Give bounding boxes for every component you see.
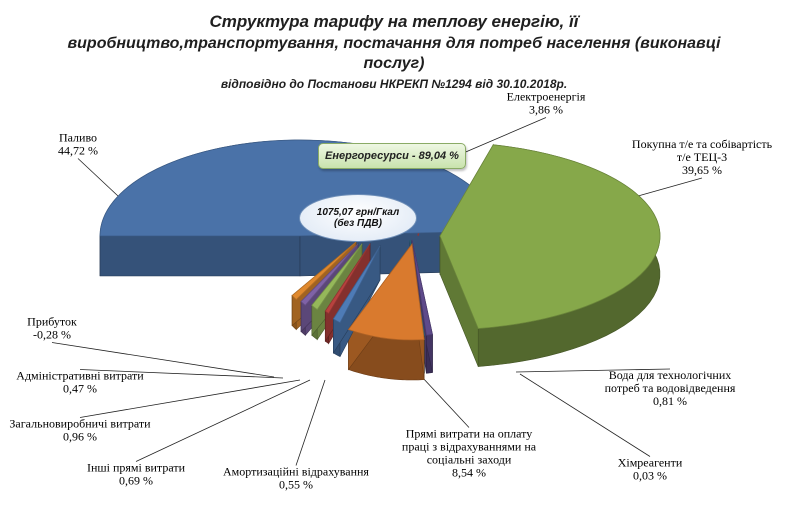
label-profit: Прибуток -0,28 %: [27, 315, 77, 342]
label-other_direct: Інші прямі витрати 0,69 %: [87, 461, 186, 488]
value-fuel: 44,72 %: [58, 144, 98, 158]
chart-subtitle: відповідно до Постанови НКРЕКП №1294 від…: [220, 77, 568, 91]
slice-labels: Електроенергія 3,86 % Покупна т/е та собів…: [9, 90, 772, 492]
label-water: Вода для технологічних потреб та водовідв…: [605, 368, 736, 408]
value-water: 0,81 %: [653, 394, 687, 408]
label-line-administrative: Адміністративні витрати: [16, 369, 144, 383]
label-general_production: Загальновиробничі витрати 0,96 %: [9, 417, 151, 444]
total-tariff-value: 1075,07 грн/Гкал: [316, 207, 400, 218]
value-profit: -0,28 %: [33, 328, 71, 342]
label-line-electricity: Електроенергія: [507, 90, 586, 104]
leader-depreciation: [295, 379, 326, 466]
label-electricity: Електроенергія 3,86 %: [507, 90, 586, 117]
label-line-profit: Прибуток: [27, 315, 77, 329]
slice-depreciation: [332, 245, 381, 324]
chart-title-line-2: виробництво,транспортування, постачання …: [67, 35, 721, 52]
chart-title-line-1: Структура тарифу на теплову енергію, її: [209, 12, 579, 31]
label-line-depreciation: Амортизаційні відрахування: [223, 465, 369, 479]
chart-title-line-3: послуг): [363, 55, 425, 72]
label-depreciation: Амортизаційні відрахування 0,55 %: [223, 465, 369, 492]
leader-other_direct: [135, 379, 311, 462]
value-administrative: 0,47 %: [63, 382, 97, 396]
label-purchased_heat: Покупна т/е та собівартість т/е ТЕЦ-3 39,6…: [632, 137, 773, 177]
label-line-labor: Прямі витрати на оплату: [406, 427, 533, 441]
leader-fuel: [77, 158, 119, 197]
label-line-water: потреб та водовідведення: [605, 381, 736, 395]
energy-resources-callout: Енергоресурси - 89,04 %: [318, 143, 466, 169]
leader-profit: [51, 342, 275, 378]
value-depreciation: 0,55 %: [279, 478, 313, 492]
slice-administrative: [300, 243, 359, 306]
leader-labor: [421, 376, 470, 428]
leader-water: [515, 368, 671, 373]
label-line-fuel: Паливо: [59, 131, 97, 145]
leader-general_production: [79, 379, 301, 418]
label-line-purchased_heat: т/е ТЕЦ-3: [677, 150, 727, 164]
value-other_direct: 0,69 %: [119, 474, 153, 488]
total-tariff-vat-note: (без ПДВ): [334, 218, 382, 229]
label-line-chemicals: Хімреагенти: [618, 456, 683, 470]
label-administrative: Адміністративні витрати 0,47 %: [16, 369, 144, 396]
label-line-purchased_heat: Покупна т/е та собівартість: [632, 137, 773, 151]
slice-profit: [291, 241, 357, 301]
label-line-labor: соціальні заходи: [427, 453, 512, 467]
total-tariff-callout: 1075,07 грн/Гкал (без ПДВ): [299, 194, 417, 242]
value-general_production: 0,96 %: [63, 430, 97, 444]
slice-labor: [347, 242, 425, 341]
slice-general_production: [311, 243, 363, 311]
label-fuel: Паливо 44,72 %: [58, 131, 98, 158]
label-line-water: Вода для технологічних: [609, 368, 732, 382]
slice-edge-fuel-0: [99, 235, 301, 277]
value-labor: 8,54 %: [452, 466, 486, 480]
slice-other_direct: [324, 243, 371, 315]
label-line-general_production: Загальновиробничі витрати: [9, 417, 151, 431]
label-chemicals: Хімреагенти 0,03 %: [618, 456, 683, 483]
leader-purchased_heat: [637, 177, 703, 197]
slice-purchased_heat: [439, 144, 661, 329]
leader-chemicals: [519, 373, 651, 457]
label-line-other_direct: Інші прямі витрати: [87, 461, 186, 475]
value-chemicals: 0,03 %: [633, 469, 667, 483]
slice-water: [411, 239, 433, 336]
leader-administrative: [79, 369, 284, 379]
label-line-labor: праці з відрахуваннями на: [402, 440, 537, 454]
label-labor: Прямі витрати на оплату праці з відрахува…: [402, 427, 537, 480]
value-electricity: 3,86 %: [529, 103, 563, 117]
value-purchased_heat: 39,65 %: [682, 163, 722, 177]
leader-lines: [51, 117, 703, 466]
